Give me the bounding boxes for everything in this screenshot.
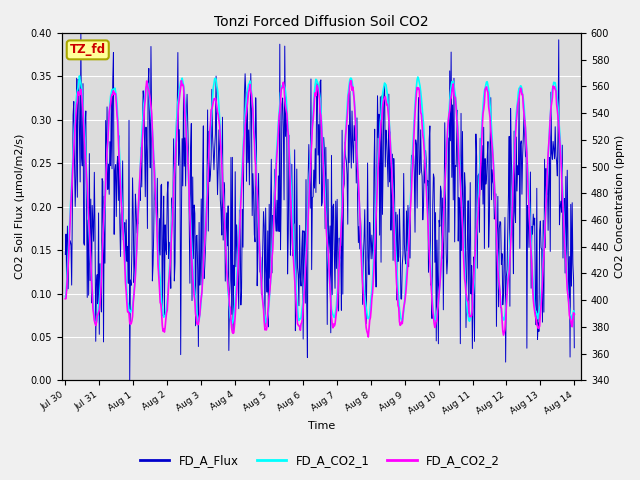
Title: Tonzi Forced Diffusion Soil CO2: Tonzi Forced Diffusion Soil CO2: [214, 15, 429, 29]
X-axis label: Time: Time: [308, 421, 335, 432]
Legend: FD_A_Flux, FD_A_CO2_1, FD_A_CO2_2: FD_A_Flux, FD_A_CO2_1, FD_A_CO2_2: [135, 449, 505, 472]
Text: TZ_fd: TZ_fd: [70, 43, 106, 56]
Y-axis label: CO2 Concentration (ppm): CO2 Concentration (ppm): [615, 135, 625, 278]
Y-axis label: CO2 Soil Flux (μmol/m2/s): CO2 Soil Flux (μmol/m2/s): [15, 134, 25, 279]
